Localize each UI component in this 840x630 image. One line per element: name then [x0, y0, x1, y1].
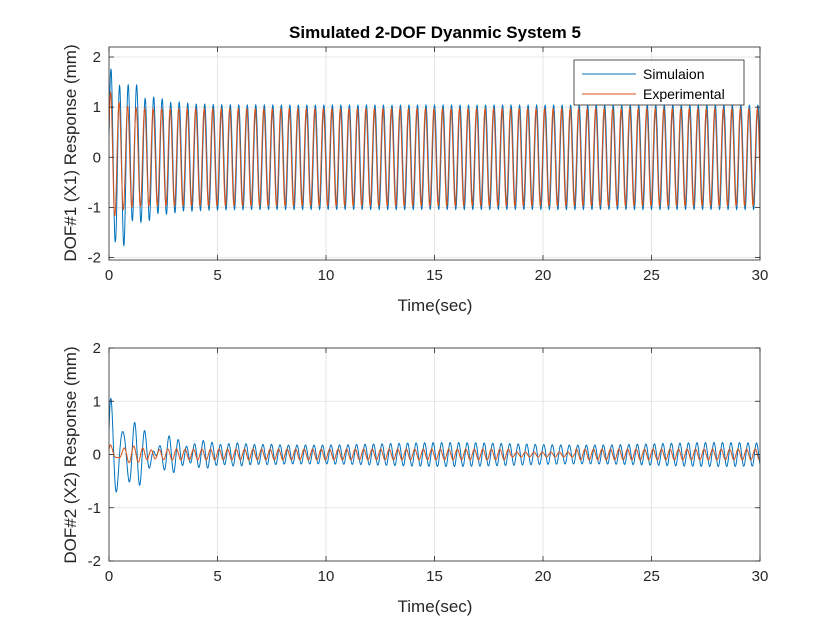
series-line-experimental-dof1	[109, 91, 760, 217]
y-tick-label-dof1: -2	[88, 249, 101, 266]
y-tick-label-dof2: 2	[93, 340, 101, 357]
y-tick-label-dof2: -2	[88, 553, 101, 570]
x-tick-label-dof1: 25	[643, 267, 660, 284]
series-line-simulation-dof2	[109, 397, 760, 493]
x-axis-label-dof2: Time(sec)	[398, 597, 473, 616]
x-tick-label-dof1: 20	[535, 267, 552, 284]
y-axis-label-dof2: DOF#2 (X2) Response (mm)	[61, 346, 80, 563]
y-axis-label-dof1: DOF#1 (X1) Response (mm)	[61, 44, 80, 261]
legend-label-experimental: Experimental	[643, 86, 725, 102]
x-tick-label-dof2: 25	[643, 568, 660, 585]
axes-dof2: 0 5 10 15 20 25 30 -2 -1 0 1 2 Time(sec) DOF#2 (X2)…	[61, 340, 768, 616]
axes-dof1-ticks: 0 5 10 15 20 25 30 -2 -1 0 1 2	[88, 47, 769, 284]
y-tick-label-dof2: 0	[93, 447, 101, 464]
legend: Simulaion Experimental	[573, 59, 745, 106]
chart-title: Simulated 2-DOF Dyanmic System 5	[289, 23, 581, 42]
y-tick-label-dof1: -1	[88, 199, 101, 216]
x-tick-label-dof1: 0	[105, 267, 113, 284]
x-tick-label-dof2: 20	[535, 568, 552, 585]
x-axis-label-dof1: Time(sec)	[398, 296, 473, 315]
x-tick-label-dof2: 0	[105, 568, 113, 585]
x-tick-label-dof1: 5	[213, 267, 221, 284]
x-tick-label-dof1: 10	[318, 267, 335, 284]
y-tick-label-dof1: 2	[93, 49, 101, 66]
axes-dof1: 0 5 10 15 20 25 30 -2 -1 0 1 2 Time(sec) DOF#1 (X1)…	[61, 44, 768, 315]
y-tick-label-dof2: 1	[93, 393, 101, 410]
series-line-simulation-dof1	[109, 68, 760, 247]
x-tick-label-dof2: 15	[426, 568, 443, 585]
x-tick-label-dof2: 5	[213, 568, 221, 585]
x-tick-label-dof2: 30	[752, 568, 769, 585]
y-tick-label-dof1: 0	[93, 149, 101, 166]
y-tick-label-dof1: 1	[93, 99, 101, 116]
axes-dof2-ticks: 0 5 10 15 20 25 30 -2 -1 0 1 2	[88, 340, 769, 585]
x-tick-label-dof2: 10	[318, 568, 335, 585]
x-tick-label-dof1: 30	[752, 267, 769, 284]
legend-box	[573, 59, 745, 106]
y-tick-label-dof2: -1	[88, 500, 101, 517]
axes-dof1-series	[109, 68, 760, 247]
axes-dof2-series	[109, 397, 760, 493]
series-line-experimental-dof2	[109, 444, 760, 464]
legend-label-simulation: Simulaion	[643, 66, 704, 82]
x-tick-label-dof1: 15	[426, 267, 443, 284]
